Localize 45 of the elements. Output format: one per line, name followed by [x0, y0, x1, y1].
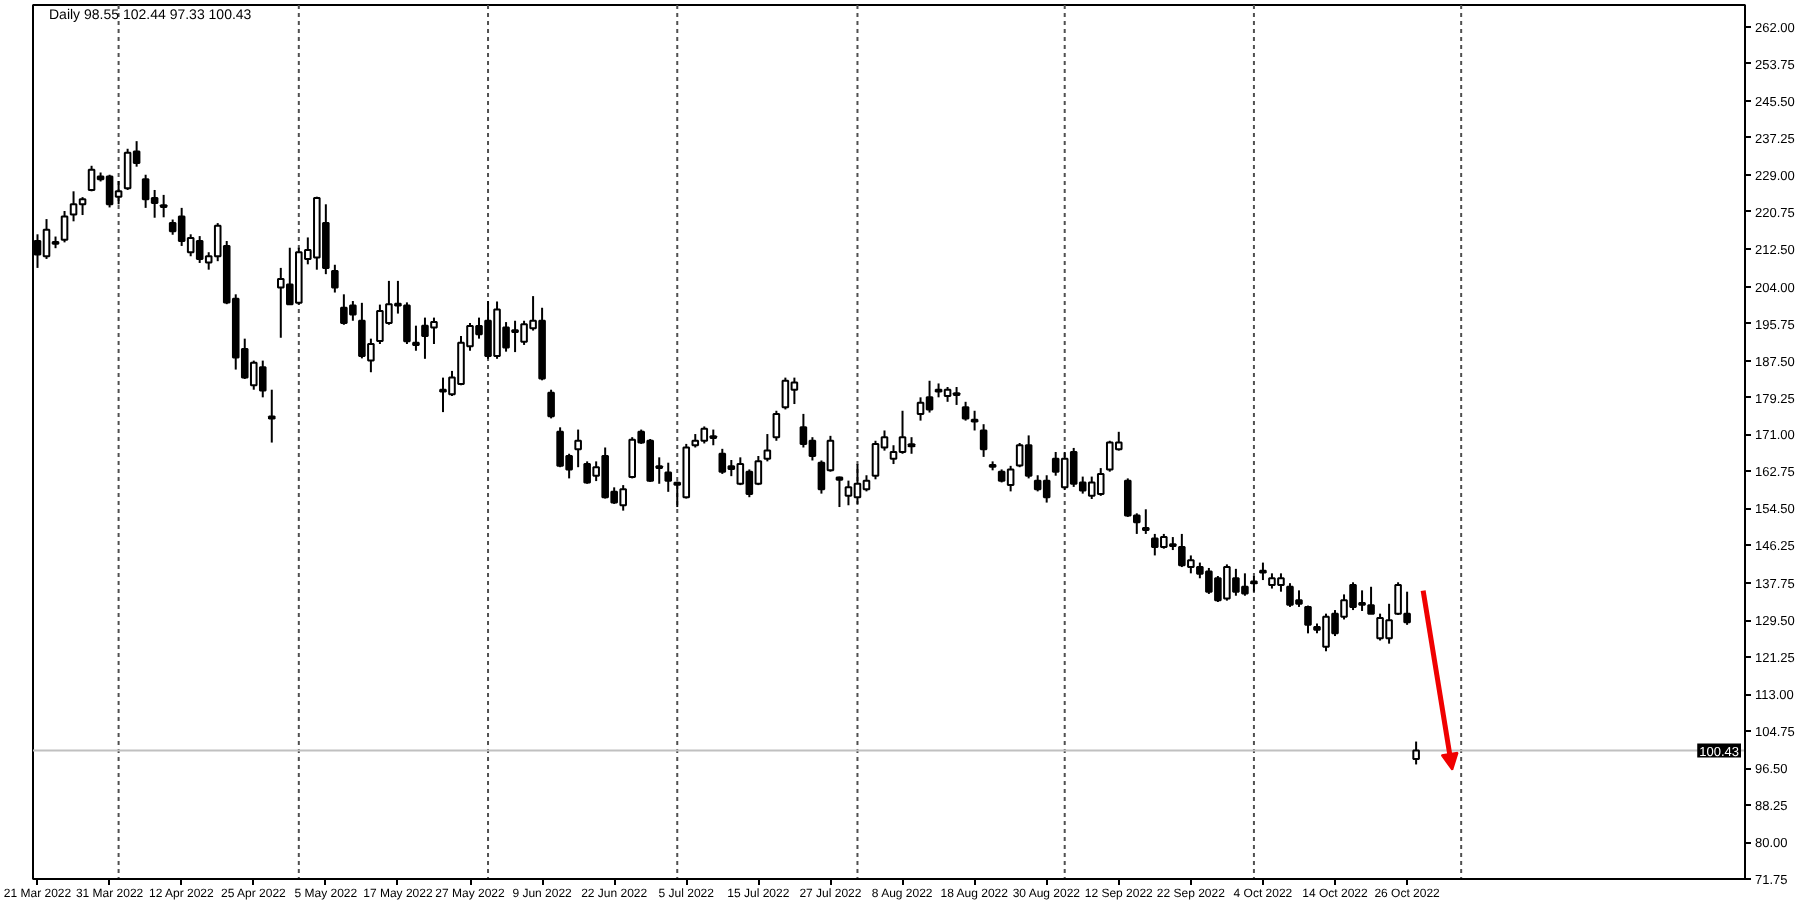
candlestick [574, 428, 582, 469]
candlestick [718, 447, 727, 475]
candlestick [853, 463, 862, 505]
candlestick [1042, 474, 1051, 504]
candlestick [177, 206, 186, 247]
candlestick [141, 173, 150, 209]
candlestick [745, 468, 754, 499]
candlestick [1006, 464, 1015, 493]
candlestick [871, 439, 880, 481]
candlestick [664, 461, 673, 493]
candlestick [961, 400, 970, 422]
candlestick [195, 235, 204, 264]
candlestick [258, 359, 267, 399]
candlestick [889, 444, 898, 466]
candlestick [412, 324, 420, 352]
candlestick [1024, 434, 1033, 480]
candlestick [979, 423, 988, 458]
candlestick [763, 433, 772, 463]
candlestick [925, 379, 934, 414]
candlestick [898, 409, 907, 455]
candlestick [87, 164, 96, 193]
candlestick [547, 388, 555, 420]
candlestick [790, 376, 799, 406]
candlestick [69, 190, 78, 223]
candlestick [781, 376, 790, 411]
candlestick [772, 409, 781, 442]
candlestick [1304, 604, 1312, 635]
candlestick [835, 475, 844, 509]
candlestick [799, 412, 808, 449]
candlestick [970, 409, 979, 432]
candlestick [123, 147, 132, 191]
candlestick [114, 180, 123, 206]
candlestick [754, 455, 763, 487]
candlestick [736, 456, 745, 487]
candlestick [331, 263, 339, 294]
candlestick [1142, 508, 1150, 535]
candlestick [159, 193, 168, 219]
candlestick [1096, 467, 1105, 497]
candlestick [1015, 442, 1024, 469]
candlestick [844, 479, 853, 507]
candlestick [916, 396, 925, 422]
candlestick [105, 173, 114, 209]
candlestick [42, 218, 51, 260]
candlestick [1412, 740, 1420, 766]
candlestick [60, 210, 69, 244]
